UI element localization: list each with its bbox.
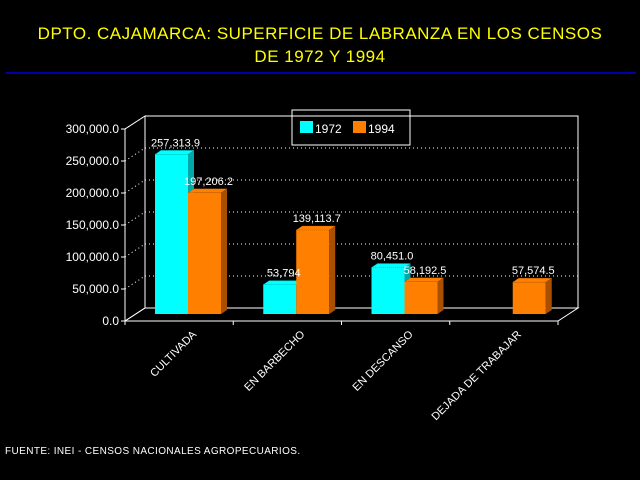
- y-tick-label: 150,000.0: [66, 218, 120, 232]
- floor: [123, 307, 580, 322]
- y-axis: 0.0 50,000.0 100,000.0 150,000.0 200,000.0 25…: [66, 122, 125, 328]
- gridline-side: [124, 243, 146, 258]
- bars: [154, 150, 553, 314]
- data-label: 58,192.5: [404, 265, 447, 277]
- gridline-side: [124, 211, 146, 226]
- bar-1994-2: [403, 277, 445, 314]
- chart-title-line-2: DE 1972 Y 1994: [254, 47, 386, 66]
- x-category-label: DEJADA DE TRABAJAR: [430, 329, 524, 423]
- x-category-label: EN BARBECHO: [242, 328, 307, 393]
- left-wall: [124, 115, 146, 322]
- data-label: 139,113.7: [293, 213, 341, 225]
- legend-box: [291, 109, 411, 146]
- legend: 1972 1994: [291, 109, 411, 146]
- y-tick-label: 250,000.0: [66, 154, 120, 168]
- legend-swatch-1994: [353, 121, 366, 133]
- data-label: 257,313.9: [151, 137, 200, 149]
- data-label: 53,794: [267, 268, 301, 280]
- y-tick-label: 50,000.0: [72, 282, 119, 296]
- data-labels: 257,313.9 197,206.2 53,794 139,113.7 80,451.…: [151, 137, 555, 279]
- x-category-label: EN DESCANSO: [351, 328, 416, 393]
- title-divider: [6, 72, 636, 74]
- bar-1994-0: [187, 188, 228, 314]
- source-note: FUENTE: INEI - CENSOS NACIONALES AGROPEC…: [5, 446, 301, 457]
- data-label: 57,574.5: [512, 265, 555, 277]
- data-label: 80,451.0: [371, 251, 414, 263]
- x-category-label: CULTIVADA: [148, 328, 199, 379]
- gridline-side: [124, 275, 146, 290]
- data-label: 197,206.2: [184, 176, 233, 188]
- x-axis: CULTIVADA EN BARBECHO EN DESCANSO DEJADA DE…: [124, 321, 559, 423]
- legend-label-1994: 1994: [368, 122, 395, 136]
- gridline-side: [124, 147, 146, 162]
- legend-label-1972: 1972: [315, 122, 342, 136]
- y-tick-label: 100,000.0: [66, 250, 120, 264]
- y-tick-label: 0.0: [102, 314, 119, 328]
- bar-1994-3: [511, 277, 553, 314]
- y-tick-label: 200,000.0: [66, 186, 120, 200]
- legend-swatch-1972: [300, 121, 313, 133]
- gridline-side: [124, 179, 146, 194]
- y-tick-label: 300,000.0: [66, 122, 120, 136]
- chart-title-line-1: DPTO. CAJAMARCA: SUPERFICIE DE LABRANZA …: [37, 24, 603, 43]
- bar-1994-1: [295, 225, 337, 314]
